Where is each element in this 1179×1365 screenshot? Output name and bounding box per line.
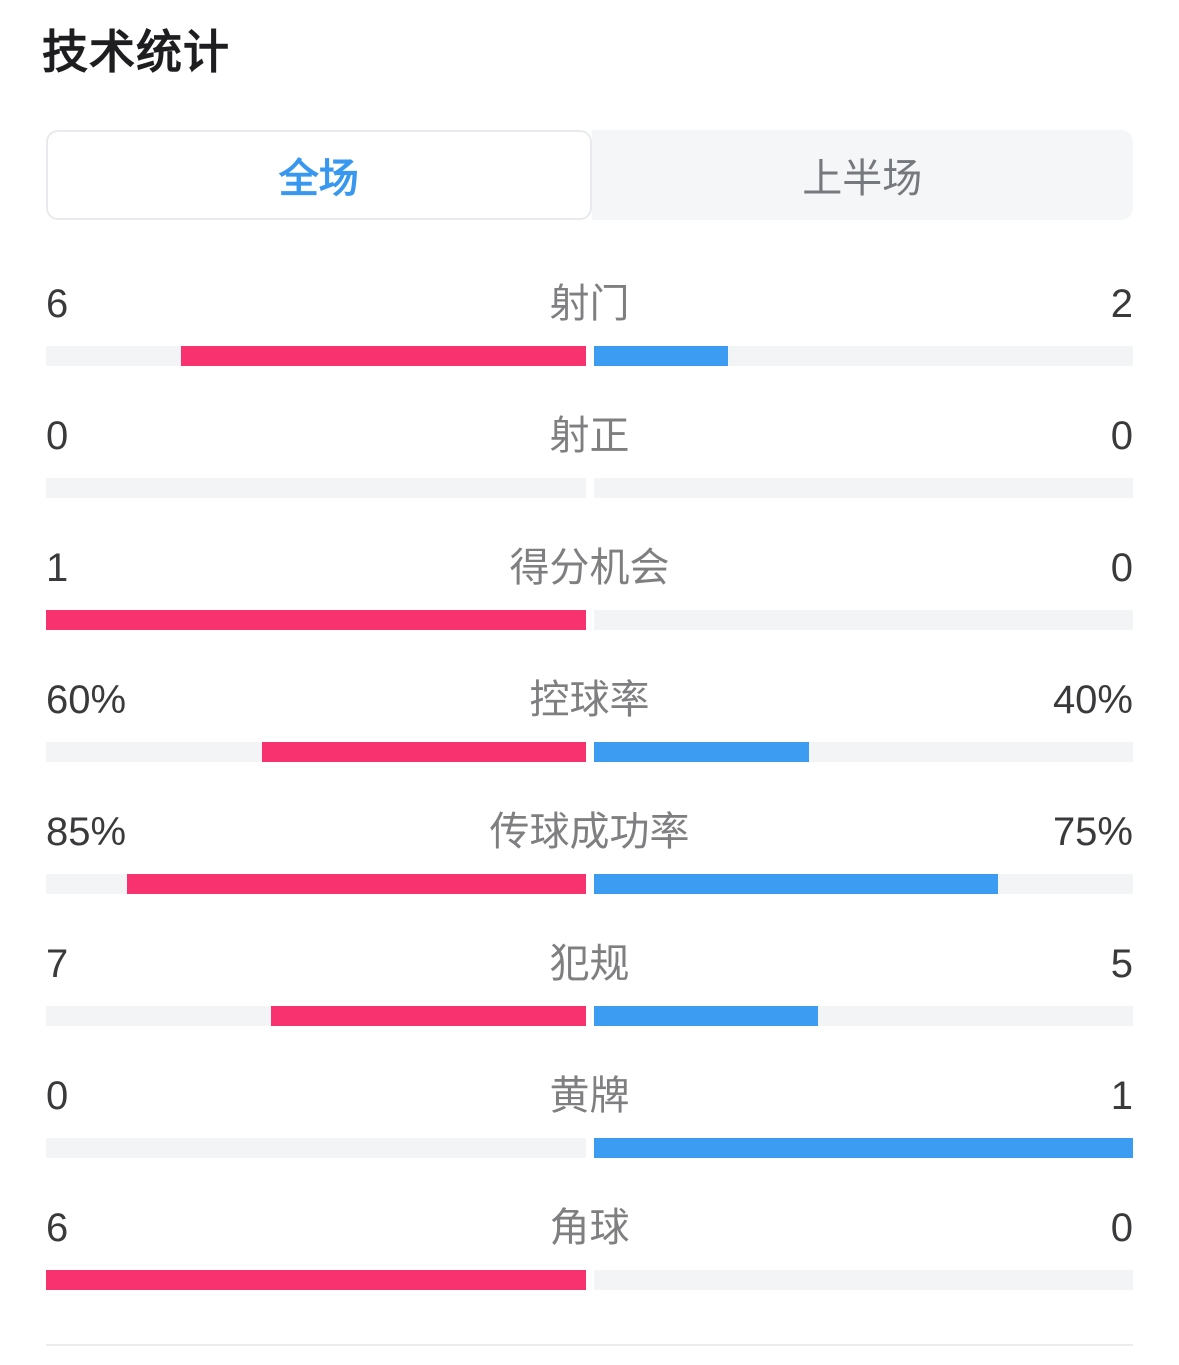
home-bar-track [46, 742, 586, 762]
home-value: 6 [46, 1206, 69, 1250]
away-bar-track [593, 346, 1133, 366]
stat-label: 控球率 [529, 678, 650, 722]
stat-row-corners: 6 角球 0 [0, 1192, 1179, 1324]
tab-full-match[interactable]: 全场 [46, 130, 592, 220]
stat-label: 黄牌 [549, 1074, 630, 1118]
away-value: 0 [1110, 1206, 1133, 1250]
home-bar-track [46, 1270, 586, 1290]
away-bar-track [593, 1006, 1133, 1026]
stat-label: 得分机会 [509, 546, 670, 590]
home-bar-track [46, 874, 586, 894]
home-value: 85% [46, 810, 127, 854]
home-value: 6 [46, 282, 69, 326]
away-bar-track [593, 1270, 1133, 1290]
stat-row-possession: 60% 控球率 40% [0, 664, 1179, 796]
home-value: 0 [46, 414, 69, 458]
away-bar-track [593, 1138, 1133, 1158]
away-bar-track [593, 742, 1133, 762]
away-bar-fill [593, 742, 810, 762]
home-bar-fill [126, 874, 586, 894]
away-value: 75% [1052, 810, 1133, 854]
home-bar-track [46, 610, 586, 630]
stat-row-big-chances: 1 得分机会 0 [0, 532, 1179, 664]
stat-label: 射正 [549, 414, 630, 458]
away-value: 40% [1052, 678, 1133, 722]
away-value: 5 [1110, 942, 1133, 986]
away-bar-track [593, 874, 1133, 894]
away-value: 2 [1110, 282, 1133, 326]
home-bar-fill [46, 610, 586, 630]
home-bar-fill [261, 742, 586, 762]
section-divider [46, 1344, 1133, 1346]
tab-first-half[interactable]: 上半场 [591, 130, 1133, 220]
away-bar-fill [593, 1006, 819, 1026]
away-value: 0 [1110, 414, 1133, 458]
stat-label: 射门 [549, 282, 630, 326]
home-value: 1 [46, 546, 69, 590]
stats-list: 6 射门 2 0 射正 0 [0, 268, 1179, 1324]
stat-label: 角球 [549, 1206, 630, 1250]
stat-row-shots-on-target: 0 射正 0 [0, 400, 1179, 532]
page-title: 技术统计 [42, 26, 230, 78]
home-bar-track [46, 1006, 586, 1026]
home-bar-track [46, 346, 586, 366]
stat-row-shots: 6 射门 2 [0, 268, 1179, 400]
stat-label: 传球成功率 [489, 810, 690, 854]
away-value: 1 [1110, 1074, 1133, 1118]
home-bar-track [46, 478, 586, 498]
home-value: 7 [46, 942, 69, 986]
stat-label: 犯规 [549, 942, 630, 986]
stat-row-pass-accuracy: 85% 传球成功率 75% [0, 796, 1179, 928]
home-bar-fill [180, 346, 586, 366]
away-value: 0 [1110, 546, 1133, 590]
away-bar-track [593, 610, 1133, 630]
stat-row-yellow-cards: 0 黄牌 1 [0, 1060, 1179, 1192]
home-value: 0 [46, 1074, 69, 1118]
away-bar-track [593, 478, 1133, 498]
away-bar-fill [593, 1138, 1133, 1158]
home-value: 60% [46, 678, 127, 722]
stat-row-fouls: 7 犯规 5 [0, 928, 1179, 1060]
away-bar-fill [593, 874, 999, 894]
period-tabs: 全场 上半场 [46, 130, 1133, 220]
home-bar-fill [270, 1006, 586, 1026]
home-bar-fill [46, 1270, 586, 1290]
home-bar-track [46, 1138, 586, 1158]
away-bar-fill [593, 346, 729, 366]
